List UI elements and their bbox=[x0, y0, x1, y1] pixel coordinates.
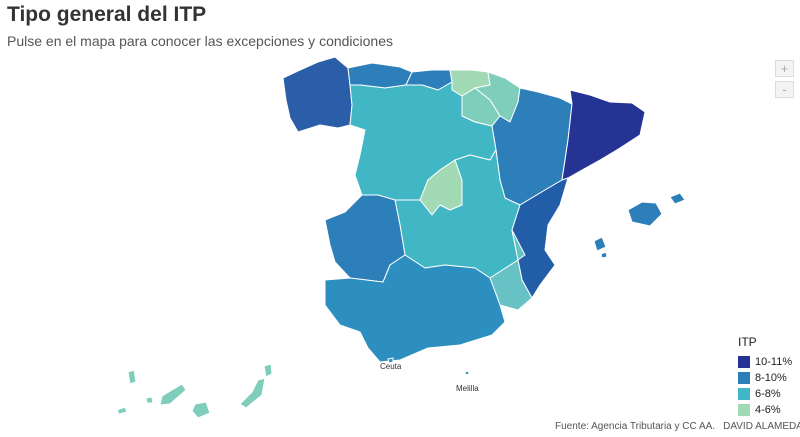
region-la-palma[interactable] bbox=[127, 369, 137, 385]
region-andalucia[interactable] bbox=[324, 254, 506, 363]
zoom-in-button[interactable]: + bbox=[775, 60, 794, 77]
author-credit: DAVID ALAMEDA bbox=[723, 421, 800, 432]
region-cataluna[interactable] bbox=[561, 89, 646, 181]
legend: ITP 10-11% 8-10% 6-8% 4-6% bbox=[738, 335, 792, 418]
region-asturias[interactable] bbox=[347, 62, 413, 89]
region-mallorca[interactable] bbox=[627, 201, 663, 227]
city-label-melilla: Melilla bbox=[456, 384, 479, 393]
region-el-hierro[interactable] bbox=[116, 406, 128, 415]
map-title: Tipo general del ITP bbox=[7, 3, 207, 26]
legend-label: 8-10% bbox=[755, 372, 787, 384]
region-formentera[interactable] bbox=[600, 251, 608, 259]
zoom-out-button[interactable]: - bbox=[775, 81, 794, 98]
legend-item: 6-8% bbox=[738, 386, 792, 402]
legend-swatch bbox=[738, 356, 750, 368]
region-tenerife[interactable] bbox=[159, 383, 187, 406]
source-note: Fuente: Agencia Tributaria y CC AA. DAVID… bbox=[555, 421, 800, 432]
region-lanzarote[interactable] bbox=[263, 363, 273, 378]
legend-item: 8-10% bbox=[738, 370, 792, 386]
region-la-gomera[interactable] bbox=[145, 396, 154, 404]
source-text: Fuente: Agencia Tributaria y CC AA. bbox=[555, 421, 716, 432]
legend-label: 4-6% bbox=[755, 404, 781, 416]
region-melilla[interactable] bbox=[464, 370, 470, 376]
region-galicia[interactable] bbox=[282, 56, 353, 133]
region-fuerteventura[interactable] bbox=[239, 377, 266, 409]
legend-item: 4-6% bbox=[738, 402, 792, 418]
map-subtitle: Pulse en el mapa para conocer las excepc… bbox=[7, 33, 394, 49]
legend-title: ITP bbox=[738, 335, 757, 349]
region-gran-canaria[interactable] bbox=[191, 401, 211, 419]
city-label-ceuta: Ceuta bbox=[380, 362, 402, 371]
region-ceuta[interactable] bbox=[387, 357, 394, 364]
legend-swatch bbox=[738, 372, 750, 384]
region-ibiza[interactable] bbox=[593, 236, 607, 252]
legend-label: 6-8% bbox=[755, 388, 781, 400]
legend-label: 10-11% bbox=[755, 356, 793, 368]
region-menorca[interactable] bbox=[669, 192, 686, 205]
legend-swatch bbox=[738, 388, 750, 400]
legend-swatch bbox=[738, 404, 750, 416]
legend-item: 10-11% bbox=[738, 354, 792, 370]
